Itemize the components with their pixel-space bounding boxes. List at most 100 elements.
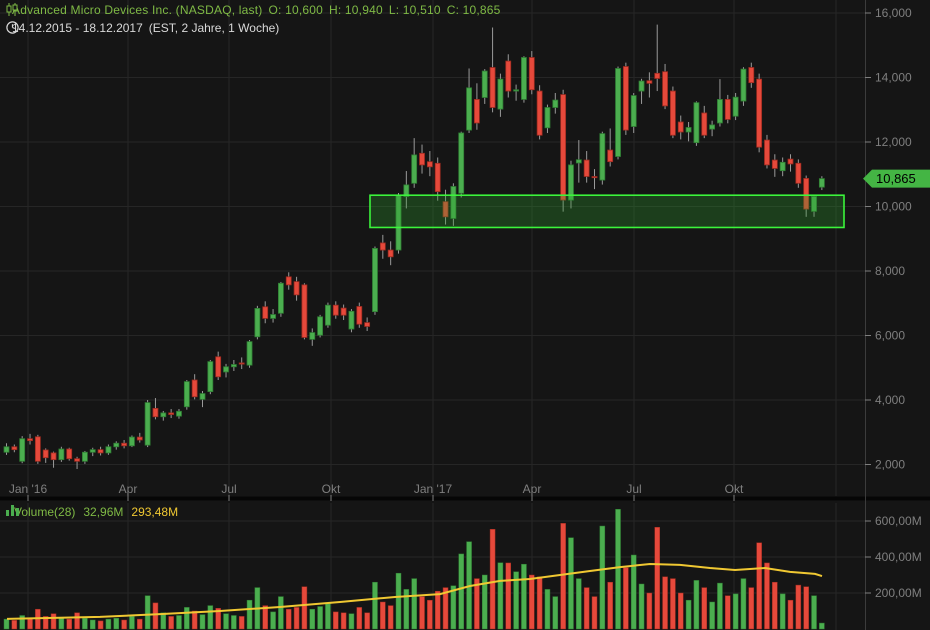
candle-body xyxy=(701,112,708,136)
candle-body xyxy=(403,184,410,197)
candle-body xyxy=(787,158,794,165)
candle-body xyxy=(113,442,120,448)
volume-bar xyxy=(317,606,323,630)
candle-body xyxy=(724,99,731,120)
candle-body xyxy=(105,446,112,454)
volume-bar xyxy=(474,578,480,630)
volume-bar xyxy=(231,615,237,630)
candle-body xyxy=(685,127,692,133)
volume-bar xyxy=(129,616,135,630)
candle-body xyxy=(309,332,316,340)
volume-bar xyxy=(372,581,378,630)
price-axis-label: 16,000 xyxy=(875,6,912,20)
candle-body xyxy=(19,438,26,462)
candle-body xyxy=(82,451,88,462)
price-axis-label: 6,000 xyxy=(875,329,905,343)
volume-bar xyxy=(748,587,755,630)
volume-bar xyxy=(779,593,786,630)
volume-bar xyxy=(160,612,167,630)
volume-bar xyxy=(677,592,684,630)
candlesticks-layer[interactable] xyxy=(3,24,825,470)
candle-body xyxy=(364,322,371,327)
candle-body xyxy=(58,448,65,461)
volume-bar xyxy=(489,529,496,630)
candle-body xyxy=(528,57,535,91)
candle-body xyxy=(779,161,786,172)
candle-body xyxy=(121,442,127,447)
volume-bar xyxy=(615,509,621,630)
volume-bar xyxy=(184,607,190,630)
candle-body xyxy=(568,164,574,201)
volume-bar xyxy=(11,620,18,630)
volume-bar xyxy=(544,589,551,630)
volume-bar xyxy=(693,580,700,630)
candle-body xyxy=(42,449,49,459)
candle-body xyxy=(419,152,425,166)
candle-body xyxy=(481,70,488,98)
candle-body xyxy=(230,364,237,368)
candle-body xyxy=(615,68,621,157)
price-axis-label: 10,000 xyxy=(875,200,912,214)
volume-indicator-label: Volume(28) xyxy=(14,505,76,519)
candle-body xyxy=(473,99,480,124)
candle-body xyxy=(575,159,582,164)
candle-body xyxy=(717,99,723,124)
volume-bar xyxy=(505,562,512,630)
volume-bar xyxy=(662,576,668,630)
candle-body xyxy=(246,341,253,366)
candle-body xyxy=(34,436,41,462)
volume-bar xyxy=(536,576,543,630)
volume-bar xyxy=(623,567,629,630)
volume-bars-layer[interactable] xyxy=(3,509,825,630)
candle-body xyxy=(262,306,269,319)
volume-bar xyxy=(513,571,519,630)
annotation-rectangle[interactable] xyxy=(369,194,845,229)
volume-bar xyxy=(199,614,206,630)
candle-body xyxy=(764,139,770,166)
volume-bar xyxy=(764,562,770,630)
time-axis[interactable]: Jan '16 Apr Jul Okt Jan '17 Apr Jul Okt xyxy=(9,482,744,501)
candle-body xyxy=(732,96,739,117)
candle-body xyxy=(293,281,300,296)
volume-bar xyxy=(458,553,464,630)
volume-bar xyxy=(795,584,802,630)
volume-bar xyxy=(152,602,159,630)
date-range: 14.12.2015 - 18.12.2017 xyxy=(12,21,143,35)
candle-body xyxy=(709,124,715,130)
last-price-badge: 10,865 xyxy=(863,169,930,188)
volume-bar xyxy=(427,599,433,630)
volume-bar xyxy=(348,613,355,630)
volume-bar xyxy=(89,619,96,630)
candle-body xyxy=(466,87,472,131)
time-axis-label: Apr xyxy=(119,482,138,496)
volume-bar xyxy=(105,618,112,630)
candle-body xyxy=(301,284,308,338)
volume-bar xyxy=(395,572,402,630)
candle-body xyxy=(285,276,292,286)
volume-bar xyxy=(756,542,762,630)
candle-body xyxy=(662,71,668,107)
candle-body xyxy=(11,446,18,451)
time-axis-label: Okt xyxy=(322,482,341,496)
price-badge-shape xyxy=(863,169,930,188)
candle-body xyxy=(317,316,324,336)
candle-body xyxy=(811,196,817,212)
volume-bar xyxy=(262,605,268,630)
volume-bar xyxy=(356,607,363,630)
candle-body xyxy=(599,133,606,181)
volume-bar xyxy=(97,620,104,630)
volume-bar xyxy=(387,605,394,630)
time-axis-label: Jul xyxy=(626,482,641,496)
volume-bar xyxy=(591,596,598,630)
price-axis-label: 8,000 xyxy=(875,264,905,278)
volume-bar xyxy=(3,618,10,630)
candle-body xyxy=(505,60,512,92)
price-axis[interactable]: 2,000 4,000 6,000 8,000 10,000 12,000 14,000 16… xyxy=(865,0,922,630)
time-axis-label: Apr xyxy=(523,482,542,496)
volume-bar xyxy=(434,590,441,630)
candle-body xyxy=(74,458,80,462)
candle-body xyxy=(176,410,182,417)
candle-body xyxy=(646,80,653,84)
instrument-header: Advanced Micro Devices Inc. (NASDAQ, las… xyxy=(6,3,501,18)
